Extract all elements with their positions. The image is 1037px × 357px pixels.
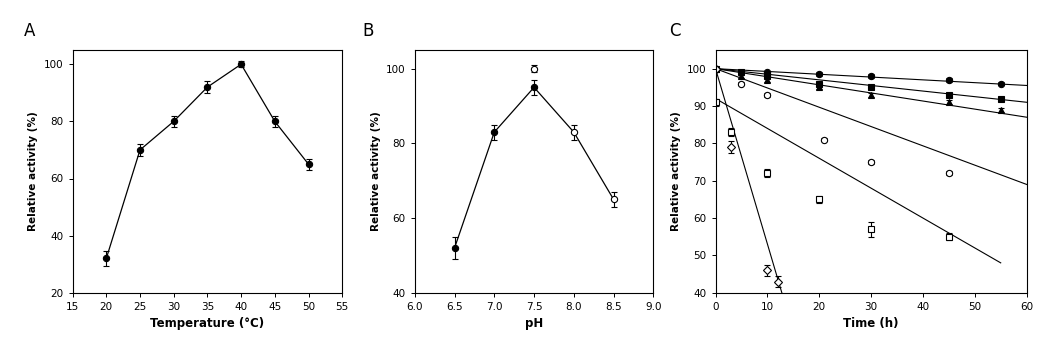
Y-axis label: Relative activity (%): Relative activity (%) bbox=[28, 111, 38, 231]
Y-axis label: Relative activity (%): Relative activity (%) bbox=[671, 111, 681, 231]
X-axis label: Temperature (°C): Temperature (°C) bbox=[150, 317, 264, 330]
X-axis label: Time (h): Time (h) bbox=[843, 317, 899, 330]
Text: B: B bbox=[362, 22, 373, 40]
Y-axis label: Relative activity (%): Relative activity (%) bbox=[370, 111, 381, 231]
Text: A: A bbox=[24, 22, 35, 40]
Text: C: C bbox=[669, 22, 680, 40]
X-axis label: pH: pH bbox=[525, 317, 543, 330]
